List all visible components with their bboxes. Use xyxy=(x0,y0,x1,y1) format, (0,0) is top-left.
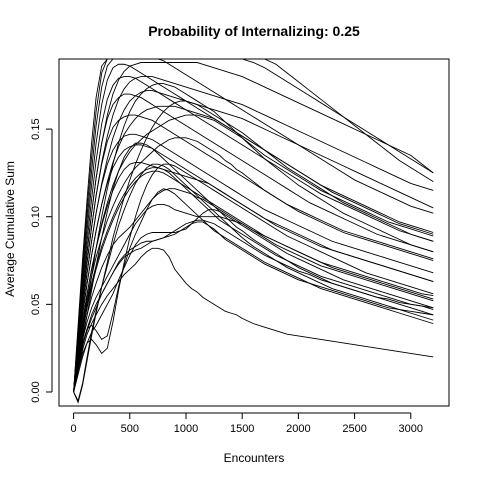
chart-title: Probability of Internalizing: 0.25 xyxy=(148,23,360,39)
series-line-16 xyxy=(73,93,434,393)
series-line-30 xyxy=(73,83,434,393)
series-line-17 xyxy=(73,90,434,393)
x-tick-label: 500 xyxy=(121,423,139,435)
series-line-7 xyxy=(73,167,434,393)
x-tick-label: 1500 xyxy=(230,423,254,435)
series-line-26 xyxy=(73,163,434,393)
series-group xyxy=(73,59,434,404)
plot-frame xyxy=(58,58,450,407)
series-line-20 xyxy=(73,63,434,393)
y-axis: 0.00 0.05 0.10 0.15 xyxy=(30,118,53,403)
series-line-22 xyxy=(73,59,434,393)
series-line-12 xyxy=(73,133,434,393)
series-line-25 xyxy=(73,188,434,393)
series-line-14 xyxy=(73,114,434,393)
x-tick-label: 2500 xyxy=(342,423,366,435)
series-line-29 xyxy=(73,142,434,393)
x-tick-label: 3000 xyxy=(399,423,423,435)
series-line-10 xyxy=(73,144,434,393)
series-line-18 xyxy=(73,76,434,393)
y-tick-label: 0.10 xyxy=(30,206,42,227)
series-line-28 xyxy=(73,100,434,404)
series-line-27 xyxy=(73,163,434,403)
x-tick-label: 0 xyxy=(71,423,77,435)
x-tick-label: 1000 xyxy=(174,423,198,435)
series-line-15 xyxy=(73,105,434,393)
series-line-8 xyxy=(73,170,434,393)
y-axis-label: Average Cumulative Sum xyxy=(3,161,17,297)
series-line-1 xyxy=(73,247,434,393)
series-line-24 xyxy=(73,59,434,393)
series-line-13 xyxy=(73,114,434,393)
series-line-11 xyxy=(73,137,434,393)
x-axis-label: Encounters xyxy=(224,451,285,465)
series-line-3 xyxy=(73,209,434,393)
y-tick-label: 0.00 xyxy=(30,381,42,402)
y-tick-label: 0.15 xyxy=(30,118,42,139)
x-tick-label: 2000 xyxy=(286,423,310,435)
series-line-23 xyxy=(73,59,434,393)
series-line-5 xyxy=(73,204,434,393)
y-tick-label: 0.05 xyxy=(30,294,42,315)
series-line-19 xyxy=(73,76,434,393)
series-line-21 xyxy=(73,62,434,393)
x-axis: 0 500 1000 1500 2000 2500 3000 xyxy=(71,412,423,435)
